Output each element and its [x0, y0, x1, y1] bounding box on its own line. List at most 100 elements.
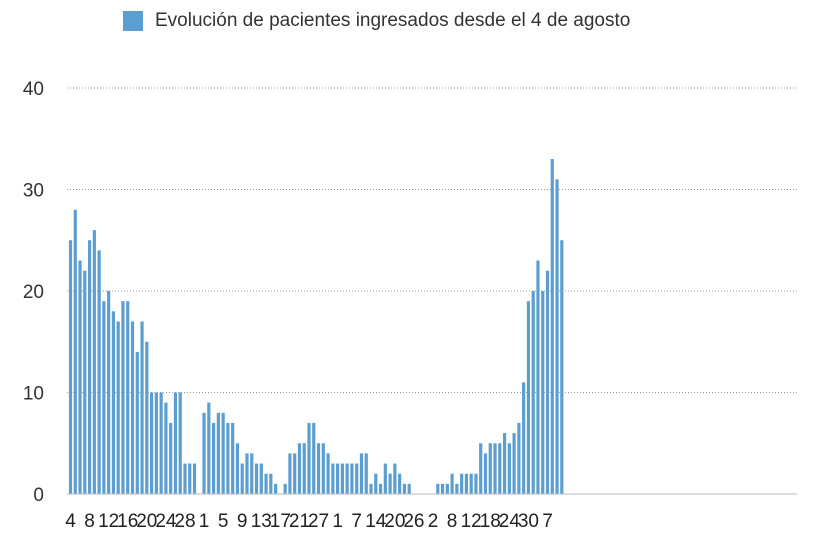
bar: [221, 412, 225, 494]
bar: [450, 473, 454, 494]
bar: [183, 463, 187, 494]
bar: [374, 473, 378, 494]
bar: [202, 412, 206, 494]
x-tick-label: 24: [499, 511, 521, 532]
x-tick-label: 1: [199, 511, 210, 532]
bar: [297, 443, 302, 494]
bar: [479, 443, 483, 494]
x-tick-label: 20: [136, 511, 157, 532]
x-tick-label: 16: [117, 511, 138, 532]
bar: [436, 483, 440, 494]
bar: [393, 463, 397, 494]
x-tick-label: 2: [428, 511, 439, 532]
x-tick-label: 7: [542, 511, 553, 532]
x-tick-label: 21: [289, 511, 310, 532]
bar: [188, 463, 192, 494]
y-tick-label: 0: [33, 485, 44, 506]
legend-swatch: [123, 11, 143, 31]
bar: [522, 382, 526, 494]
bar: [245, 453, 249, 494]
bar: [154, 392, 158, 494]
y-tick-label: 10: [23, 384, 44, 405]
bar: [145, 341, 149, 494]
bar: [464, 473, 469, 494]
bar: [398, 473, 402, 494]
bar: [226, 422, 230, 494]
bar: [455, 483, 459, 494]
bar: [111, 311, 116, 494]
bar: [288, 453, 292, 494]
x-tick-label: 8: [447, 511, 458, 532]
bar: [345, 463, 349, 494]
bar: [460, 473, 464, 494]
y-tick-label: 30: [23, 181, 44, 202]
x-tick-label: 14: [365, 511, 387, 532]
bar: [97, 250, 101, 494]
bar: [407, 483, 411, 494]
bar: [440, 483, 445, 494]
bar: [169, 422, 173, 494]
bar: [383, 463, 387, 494]
bar: [307, 422, 311, 494]
x-tick-label: 18: [480, 511, 501, 532]
x-tick-label: 7: [351, 511, 362, 532]
bar: [550, 159, 554, 495]
bar: [502, 433, 507, 494]
bar: [107, 291, 111, 494]
bar: [340, 463, 344, 494]
bar: [126, 301, 130, 494]
bar: [517, 422, 521, 494]
bar: [474, 473, 478, 494]
bar: [359, 453, 364, 494]
bar: [512, 433, 516, 494]
bar: [269, 473, 273, 494]
bar: [207, 402, 211, 494]
bar: [388, 473, 392, 494]
bar: [402, 483, 406, 494]
bar: [83, 270, 87, 494]
bar: [78, 260, 82, 494]
bar: [498, 443, 502, 494]
bar: [212, 422, 216, 494]
bar: [526, 301, 531, 494]
bar: [321, 443, 325, 494]
bar: [264, 473, 268, 494]
bar: [350, 463, 354, 494]
bar: [259, 463, 263, 494]
y-tick-label: 40: [23, 79, 44, 100]
bar: [192, 463, 197, 494]
bar: [545, 270, 550, 494]
bar: [240, 463, 244, 494]
bar: [483, 453, 488, 494]
bar: [164, 402, 168, 494]
bar: [283, 483, 287, 494]
bar: [254, 463, 259, 494]
bar: [140, 321, 144, 494]
x-tick-label: 4: [65, 511, 76, 532]
x-tick-label: 20: [384, 511, 405, 532]
bar: [73, 209, 77, 495]
legend-label: Evolución de pacientes ingresados desde …: [155, 10, 631, 31]
x-tick-label: 12: [461, 511, 482, 532]
x-tick-label: 28: [174, 511, 195, 532]
bar: [507, 443, 511, 494]
bar: [92, 230, 96, 494]
bar: [250, 453, 254, 494]
bar: [235, 443, 240, 494]
x-tick-label: 30: [518, 511, 539, 532]
bar: [135, 351, 139, 494]
bar: [216, 412, 220, 494]
bar: [493, 443, 497, 494]
x-tick-label: 24: [155, 511, 177, 532]
bar: [149, 392, 154, 494]
bar: [274, 483, 278, 494]
bar: [178, 392, 182, 494]
bar: [316, 443, 321, 494]
bar: [555, 179, 559, 494]
bar: [378, 483, 383, 494]
bar: [541, 291, 545, 494]
bar: [302, 443, 306, 494]
bar: [68, 240, 73, 494]
x-tick-label: 1: [332, 511, 343, 532]
